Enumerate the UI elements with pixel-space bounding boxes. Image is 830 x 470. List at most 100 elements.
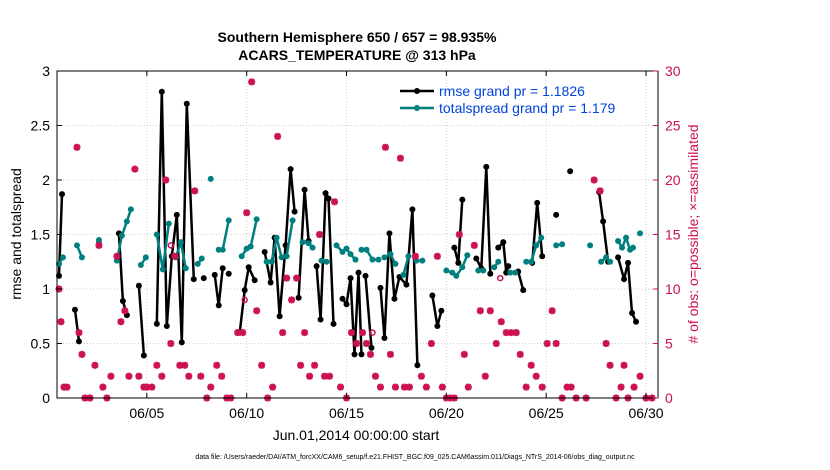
rmse-point (158, 88, 165, 95)
rmse-point (414, 362, 421, 369)
obs-assimilated-marker (158, 372, 166, 380)
obs-assimilated-stroke (78, 351, 86, 358)
obs-assimilated-stroke (412, 252, 419, 260)
obs-assimilated-marker (353, 340, 361, 347)
spread-point (453, 272, 460, 279)
rmse-point (135, 282, 142, 289)
obs-assimilated-marker (131, 165, 139, 173)
obs-assimilated-stroke (239, 329, 247, 336)
spread-point (177, 239, 184, 246)
spread-point (339, 248, 346, 255)
rmse-point (615, 254, 622, 261)
obs-assimilated-stroke (455, 231, 463, 238)
rmse-point (377, 284, 384, 291)
spread-point (278, 254, 285, 261)
obs-assimilated-stroke (527, 361, 535, 369)
spread-point (464, 252, 471, 259)
obs-assimilated-stroke (283, 274, 290, 282)
spread-point (523, 258, 530, 265)
obs-assimilated-marker (590, 176, 598, 184)
obs-assimilated-stroke (464, 383, 472, 391)
rmse-point (317, 316, 324, 323)
obs-assimilated-marker (311, 361, 319, 369)
rmse-point (211, 271, 218, 278)
obs-assimilated-stroke (512, 329, 520, 336)
obs-assimilated-stroke (602, 340, 610, 347)
obs-assimilated-marker (258, 361, 266, 369)
spread-point (603, 254, 610, 261)
obs-assimilated-marker (602, 340, 610, 347)
obs-assimilated-marker (455, 231, 463, 238)
obs-assimilated-marker (113, 252, 121, 260)
spread-point (207, 175, 214, 182)
obs-assimilated-marker (516, 350, 524, 358)
obs-possible-marker (241, 296, 248, 304)
obs-assimilated-stroke (125, 372, 133, 380)
rmse-series-line (155, 90, 196, 344)
rmse-point (495, 244, 502, 251)
spread-point (587, 242, 594, 249)
spread-point (495, 258, 502, 265)
obs-assimilated-stroke (620, 361, 628, 369)
obs-assimilated-marker (391, 383, 399, 391)
obs-possible-marker (497, 274, 504, 282)
obs-assimilated-marker (135, 372, 143, 380)
x-tick-label: 06/10 (229, 405, 264, 421)
obs-assimilated-marker (522, 383, 530, 391)
obs-assimilated-stroke (171, 252, 179, 260)
spread-point (358, 246, 365, 253)
spread-point (268, 258, 275, 265)
obs-assimilated-marker (366, 350, 374, 358)
rmse-point (295, 294, 302, 301)
obs-assimilated-marker (532, 372, 540, 380)
obs-assimilated-stroke (552, 340, 560, 347)
obs-possible-marker (369, 329, 376, 336)
obs-assimilated-stroke (433, 252, 441, 260)
rmse-point (313, 263, 320, 270)
spread-series-line (402, 255, 410, 276)
spread-point (528, 258, 535, 265)
rmse-point (459, 196, 466, 203)
obs-assimilated-stroke (191, 187, 199, 195)
obs-assimilated-marker (630, 383, 638, 391)
spread-point (507, 269, 514, 276)
spread-point (387, 251, 394, 258)
obs-assimilated-stroke (423, 383, 430, 391)
rmse-series-line (73, 309, 81, 342)
spread-point (491, 264, 498, 271)
y-tick-label: 1.5 (31, 227, 51, 243)
spread-point (615, 238, 622, 245)
rmse-point (438, 307, 445, 314)
rmse-point (567, 168, 574, 175)
obs-assimilated-marker (636, 372, 644, 380)
rmse-point (287, 166, 294, 173)
obs-assimilated-marker (422, 383, 430, 391)
obs-assimilated-stroke (387, 351, 394, 358)
obs-assimilated-marker (316, 231, 324, 238)
obs-assimilated-stroke (596, 187, 604, 195)
rmse-point (245, 264, 252, 271)
rmse-point (71, 306, 78, 313)
rmse-point (325, 195, 332, 202)
spread-point (347, 251, 354, 258)
obs-assimilated-stroke (606, 361, 614, 369)
rmse-series-line (475, 165, 492, 274)
obs-assimilated-stroke (197, 372, 205, 380)
obs-assimilated-stroke (427, 340, 435, 347)
x-tick-label: 06/15 (329, 405, 364, 421)
obs-assimilated-marker (121, 307, 129, 315)
obs-assimilated-marker (348, 329, 356, 337)
rmse-point (330, 320, 337, 327)
legend: rmse grand pr = 1.1826 totalspread grand… (400, 83, 616, 116)
obs-assimilated-marker (306, 372, 314, 380)
spread-point (159, 266, 166, 273)
rmse-point (251, 277, 258, 284)
obs-assimilated-marker (213, 361, 221, 369)
rmse-point (520, 287, 527, 294)
obs-assimilated-stroke (460, 351, 468, 358)
spread-point (165, 220, 172, 227)
obs-assimilated-stroke (253, 307, 261, 315)
obs-assimilated-stroke (326, 372, 333, 380)
rmse-point (362, 272, 369, 279)
